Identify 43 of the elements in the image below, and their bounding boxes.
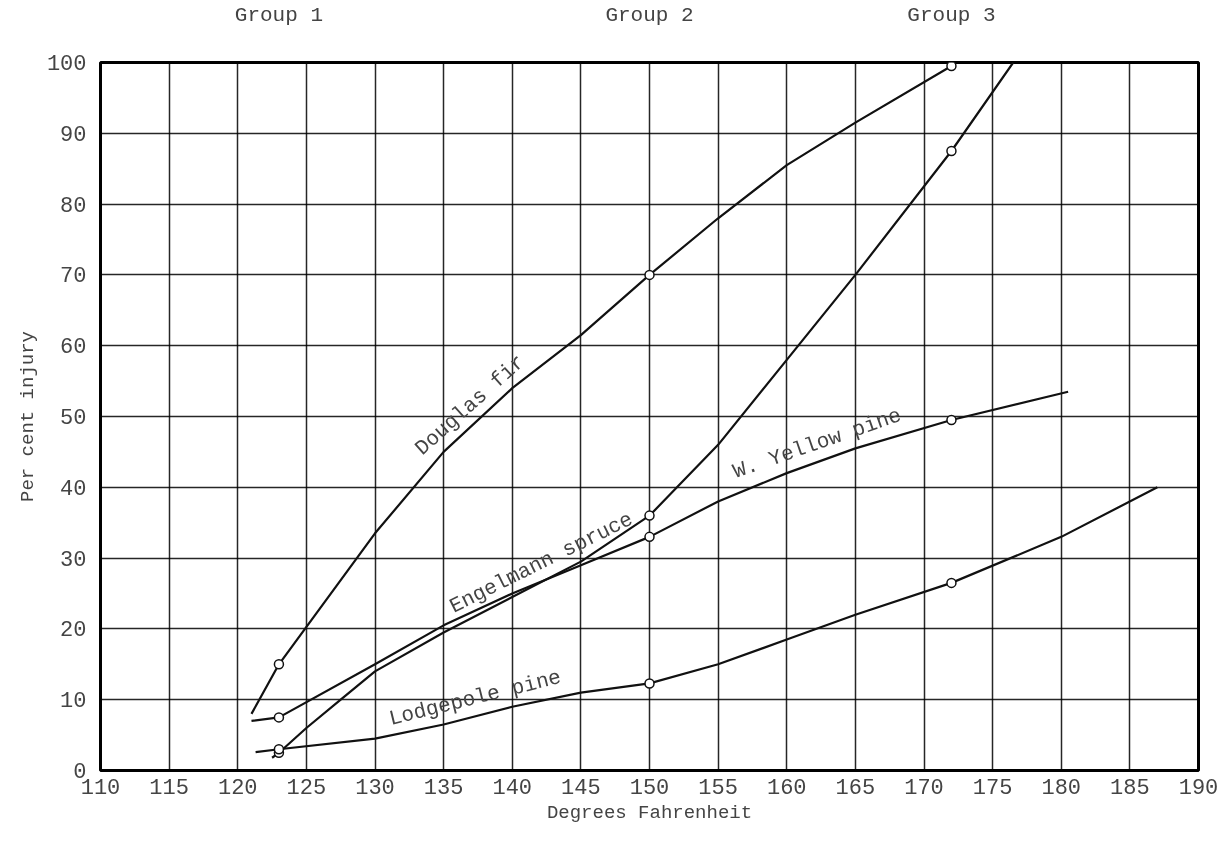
- y-tick-label: 80: [60, 193, 87, 219]
- x-tick-label: 140: [492, 775, 533, 801]
- y-tick-label: 50: [60, 406, 87, 431]
- y-tick-label: 10: [60, 689, 87, 715]
- text: Group 2: [605, 3, 694, 27]
- point: [946, 62, 957, 72]
- point: [273, 712, 285, 723]
- x-tick-label: 170: [904, 775, 944, 801]
- y-axis-title: Per cent injury: [16, 330, 39, 503]
- x-tick-label: 185: [1110, 775, 1150, 801]
- x-tick-label: 145: [561, 775, 601, 801]
- x-tick-label: 150: [629, 775, 670, 801]
- y-tick-label: 30: [60, 547, 87, 573]
- y-tick-label: 90: [60, 122, 87, 148]
- point: [946, 414, 957, 426]
- point: [644, 531, 655, 543]
- text: W. Yellow pine: [730, 404, 905, 484]
- x-tick-label: 160: [766, 775, 807, 801]
- y-tick-label: 20: [60, 618, 87, 644]
- point: [644, 510, 655, 521]
- x-tick-label: 115: [149, 775, 189, 801]
- x-tick-label: 165: [835, 775, 876, 801]
- x-tick-label: 180: [1041, 775, 1082, 801]
- y-tick-label: 40: [60, 476, 87, 502]
- text: Group 1: [234, 3, 324, 27]
- point: [644, 269, 655, 281]
- x-tick-label: 175: [972, 775, 1013, 801]
- y-tick-label: 70: [60, 264, 87, 290]
- x-tick-label: 125: [286, 775, 327, 801]
- x-tick-label: 190: [1178, 775, 1219, 801]
- point: [946, 577, 957, 589]
- y-tick-label: 100: [46, 52, 87, 77]
- x-tick-label: 130: [355, 775, 395, 801]
- point: [946, 145, 957, 157]
- x-tick-label: 155: [698, 775, 738, 801]
- point: [644, 678, 655, 689]
- x-axis-title: Degrees Fahrenheit: [546, 801, 753, 824]
- text: Group 3: [907, 3, 996, 27]
- x-tick-label: 120: [217, 775, 258, 801]
- x-tick-label: 135: [423, 775, 464, 801]
- y-tick-label: 60: [60, 335, 87, 361]
- point: [273, 744, 285, 755]
- point: [273, 659, 285, 670]
